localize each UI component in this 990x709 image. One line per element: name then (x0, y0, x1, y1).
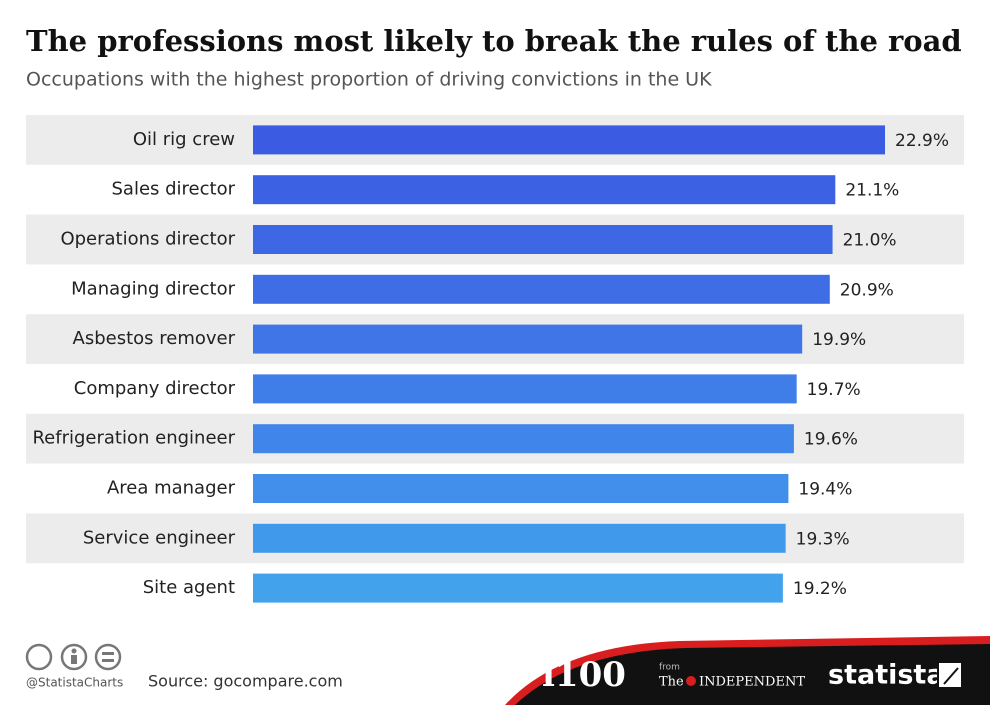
value-label: 19.7% (807, 380, 861, 400)
footer-icons (25, 643, 122, 671)
by-icon-dot (71, 648, 77, 654)
source: Source: gocompare.com (148, 672, 343, 691)
category-label: Managing director (71, 278, 235, 299)
nd-icon (94, 643, 122, 671)
category-label: Company director (74, 378, 236, 399)
category-label: Refrigeration engineer (32, 428, 235, 449)
bar (253, 274, 830, 304)
nd-line (102, 652, 114, 655)
category-label: Oil rig crew (133, 129, 235, 150)
value-label: 21.1% (845, 181, 899, 201)
logo-statista-mark (937, 661, 963, 689)
category-label: Service engineer (83, 527, 236, 548)
logo-i100: i100 (542, 655, 626, 695)
bar (253, 125, 885, 155)
bar (253, 175, 836, 205)
rows: Oil rig crew 22.9% Sales director 21.1% Oper… (26, 115, 964, 603)
bar (253, 324, 803, 354)
bar (253, 523, 786, 553)
by-icon (60, 643, 88, 671)
value-label: 19.9% (812, 330, 866, 350)
bar (253, 573, 783, 603)
value-label: 19.3% (796, 529, 850, 549)
value-label: 21.0% (843, 231, 897, 251)
chart-title: The professions most likely to break the… (26, 24, 962, 58)
chart-subtitle: Occupations with the highest proportion … (26, 69, 712, 91)
value-label: 20.9% (840, 280, 894, 300)
category-label: Area manager (107, 478, 236, 499)
logo-from: from (659, 663, 680, 673)
category-label: Sales director (111, 179, 235, 200)
footer-band (515, 644, 990, 705)
logo-the: The (659, 675, 684, 690)
logo-statista: statista (828, 660, 945, 691)
bar (253, 424, 794, 454)
logo-eagle (686, 676, 696, 686)
category-label: Operations director (60, 229, 235, 250)
nd-line (102, 659, 114, 662)
value-label: 19.4% (798, 480, 852, 500)
by-icon-body (71, 655, 77, 664)
bar (253, 474, 789, 503)
logo-independent: INDEPENDENT (699, 675, 805, 690)
value-label: 19.2% (793, 579, 847, 599)
credit: @StatistaCharts (26, 676, 123, 690)
category-label: Asbestos remover (73, 328, 236, 349)
bar (253, 225, 833, 254)
bar (253, 374, 797, 404)
category-label: Site agent (143, 577, 235, 598)
value-label: 22.9% (895, 131, 949, 151)
value-label: 19.6% (804, 430, 858, 450)
cc-icon (25, 643, 53, 671)
